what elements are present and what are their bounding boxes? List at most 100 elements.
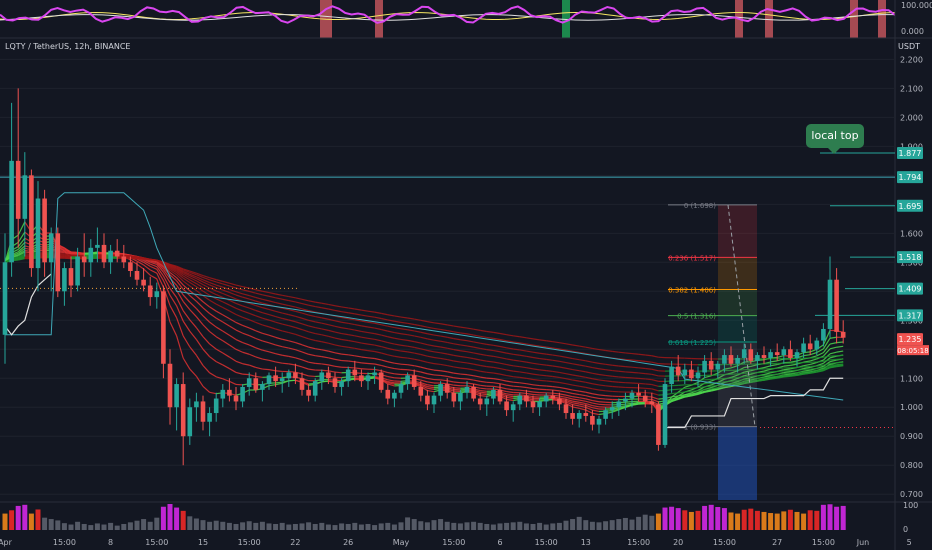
ribbon-segment (282, 298, 289, 302)
candle-body (649, 401, 655, 405)
ribbon-segment (730, 377, 738, 382)
ribbon-segment (143, 264, 151, 271)
candle-body (9, 160, 14, 263)
ribbon-segment (447, 347, 454, 351)
ribbon-segment (156, 266, 164, 277)
ribbon-segment (315, 305, 322, 309)
ribbon-segment (420, 360, 428, 363)
local-top-callout[interactable]: local top (806, 124, 864, 154)
candle-body (682, 369, 688, 376)
fib-zone (718, 315, 757, 343)
ribbon-segment (195, 327, 204, 337)
ribbon-segment (579, 397, 586, 400)
ribbon-segment (565, 391, 573, 395)
ribbon-segment (17, 253, 26, 258)
ribbon-segment (460, 326, 468, 329)
ribbon-segment (499, 351, 507, 354)
ribbon-segment (176, 270, 184, 277)
ribbon-segment (176, 277, 184, 286)
ribbon-segment (579, 399, 586, 402)
volume-bar (754, 510, 760, 530)
ribbon-segment (387, 361, 395, 364)
ribbon-segment (420, 336, 428, 340)
ribbon-segment (790, 373, 798, 376)
candle-body (510, 404, 516, 411)
ribbon-segment (631, 359, 639, 362)
ribbon-segment (466, 374, 474, 377)
ribbon-segment (651, 396, 659, 400)
ribbon-segment (565, 401, 573, 406)
ribbon-segment (202, 284, 210, 289)
time-tick-label: 15:00 (442, 538, 465, 547)
ribbon-segment (202, 276, 210, 281)
ribbon-segment (810, 367, 817, 370)
ribbon-segment (282, 307, 289, 311)
ribbon-segment (552, 365, 560, 368)
ribbon-segment (282, 330, 289, 334)
ribbon-segment (334, 352, 342, 355)
ribbon-segment (420, 382, 428, 386)
ribbon-segment (433, 369, 441, 372)
ribbon-segment (367, 315, 375, 318)
ribbon-segment (248, 364, 257, 369)
ribbon-segment (189, 275, 197, 280)
ribbon-segment (288, 309, 296, 312)
candle-body (167, 363, 173, 408)
volume-bar (273, 523, 279, 530)
ribbon-segment (592, 402, 600, 405)
candle-body (95, 244, 100, 248)
ribbon-segment (585, 402, 593, 407)
ribbon-segment (394, 331, 402, 335)
ribbon-segment (341, 327, 349, 330)
ribbon-segment (182, 320, 191, 332)
volume-bar (570, 519, 576, 530)
ribbon-segment (631, 403, 639, 406)
ribbon-segment (215, 336, 224, 342)
candle-body (491, 389, 496, 399)
ribbon-segment (440, 374, 448, 377)
volume-bar (319, 522, 325, 530)
ribbon-segment (803, 354, 811, 357)
volume-bar (114, 525, 120, 530)
ribbon-segment (796, 371, 804, 374)
candle-body (801, 343, 806, 353)
ribbon-segment (546, 346, 553, 349)
ribbon-segment (598, 362, 606, 365)
candle-body (702, 360, 707, 373)
ribbon-segment (17, 247, 26, 254)
fib-zone (718, 204, 757, 258)
volume-bar (220, 521, 226, 530)
ribbon-segment (506, 380, 514, 383)
ribbon-segment (532, 373, 540, 376)
symbol-title[interactable]: LQTY / TetherUS, 12h, BINANCE (5, 42, 131, 51)
ribbon-segment (222, 321, 230, 327)
ribbon-segment (671, 398, 679, 402)
ribbon-segment (288, 295, 296, 299)
ribbon-segment (209, 321, 217, 328)
ribbon-segment (420, 371, 428, 375)
time-tick-label: May (393, 538, 410, 547)
ribbon-segment (552, 370, 560, 374)
candle-body (807, 343, 813, 350)
ribbon-segment (829, 359, 837, 363)
ribbon-segment (803, 366, 811, 370)
candle-body (207, 413, 212, 422)
currency-label[interactable]: USDT (898, 42, 920, 51)
ribbon-segment (407, 329, 415, 332)
ribbon-segment (480, 389, 487, 392)
ribbon-segment (717, 381, 725, 384)
ribbon-segment (427, 344, 435, 347)
ribbon-segment (354, 367, 362, 370)
ribbon-segment (334, 315, 342, 319)
candle-body (675, 366, 681, 376)
ribbon-segment (447, 336, 454, 340)
ribbon-segment (262, 324, 270, 328)
ribbon-segment (552, 359, 560, 362)
ribbon-segment (381, 370, 388, 374)
ribbon-segment (440, 328, 448, 332)
ribbon-segment (242, 310, 250, 314)
ribbon-segment (229, 295, 237, 300)
ribbon-segment (301, 366, 309, 370)
ribbon-segment (499, 386, 507, 390)
